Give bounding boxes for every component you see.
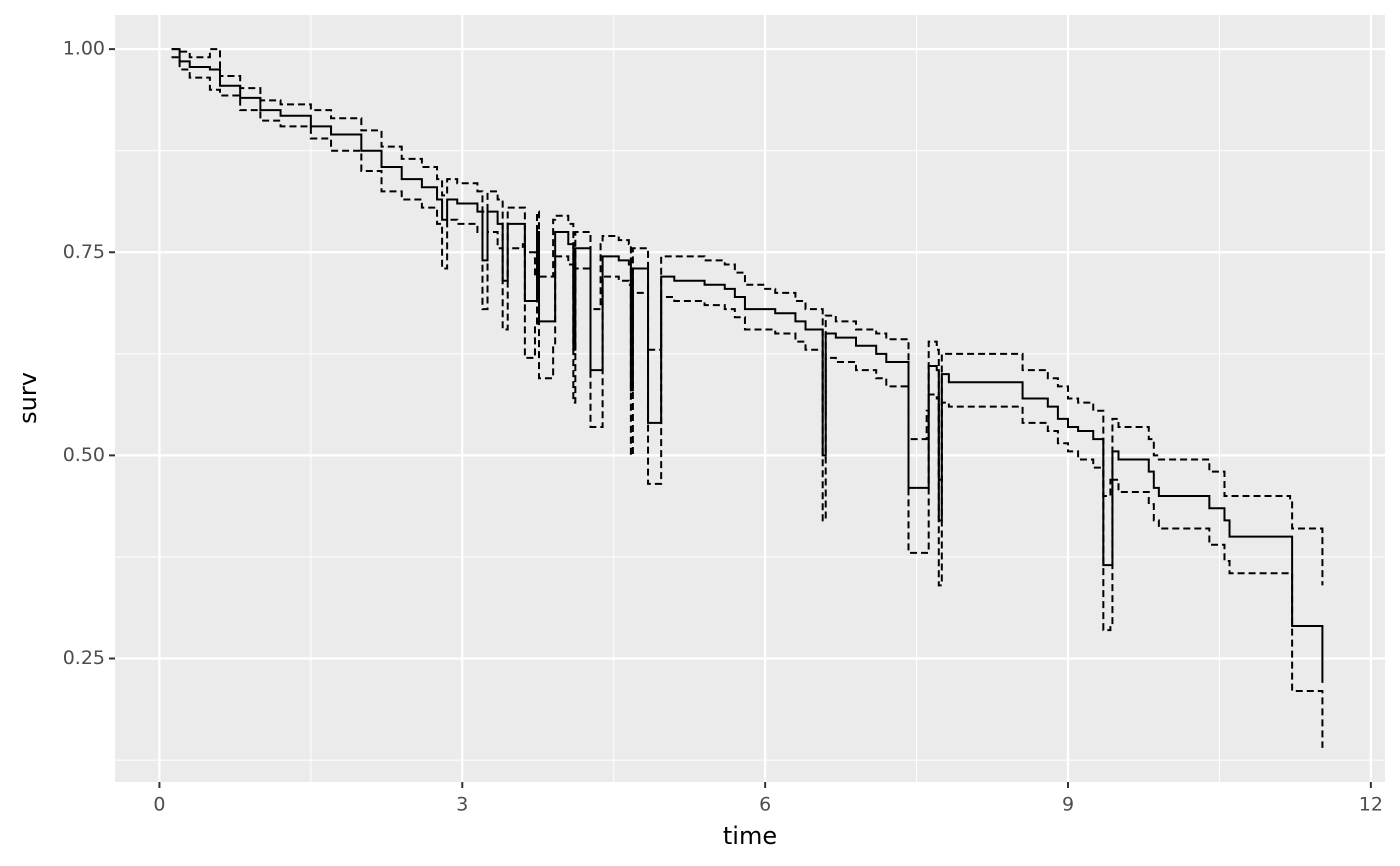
x-axis-title: time: [723, 822, 777, 850]
y-axis-title: surv: [14, 372, 42, 424]
y-tick-label: 0.75: [63, 241, 105, 263]
y-tick-label: 0.50: [63, 444, 105, 466]
y-tick-label: 1.00: [63, 38, 105, 60]
survival-line: [171, 56, 1324, 748]
y-tick-label: 0.25: [63, 647, 105, 669]
panel: [115, 15, 1385, 782]
x-tick-label: 6: [759, 794, 771, 816]
survival-line: [171, 48, 1324, 683]
x-tick-label: 9: [1062, 794, 1074, 816]
x-tick-label: 12: [1359, 794, 1383, 816]
x-tick-label: 3: [456, 794, 468, 816]
survival-line: [171, 48, 1324, 586]
x-tick-label: 0: [153, 794, 165, 816]
